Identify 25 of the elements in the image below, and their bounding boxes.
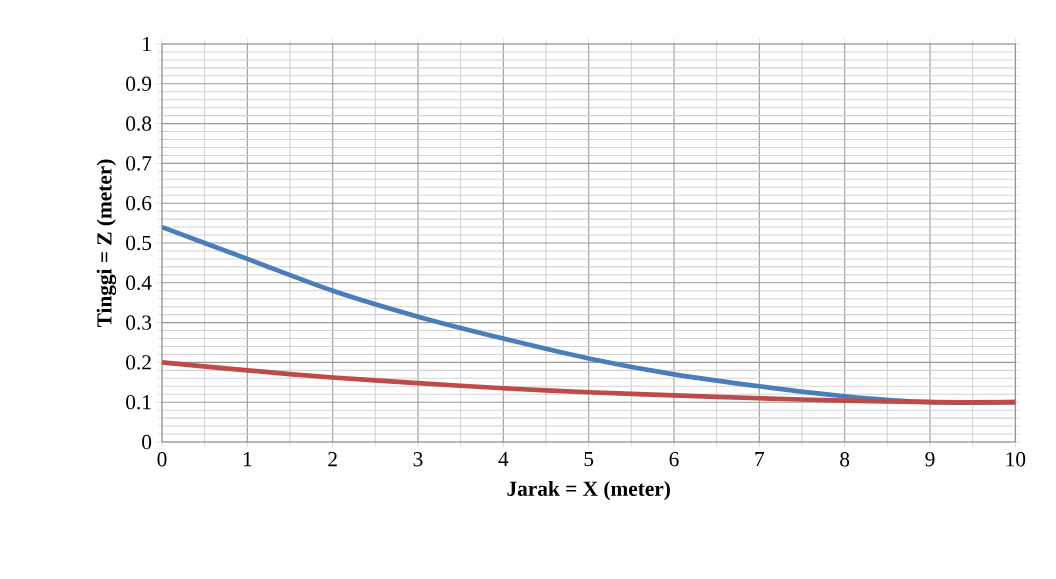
- line-series: [162, 360, 1016, 405]
- x-tick-label: 9: [925, 452, 935, 467]
- x-tick-label: 3: [413, 452, 423, 467]
- x-tick-label: 10: [1006, 452, 1026, 467]
- x-tick-label: 4: [498, 452, 509, 467]
- x-axis-title: Jarak = X (meter): [507, 480, 670, 501]
- x-tick-label: 1: [243, 452, 252, 467]
- x-tick-label: 6: [669, 452, 679, 467]
- y-tick-label: 0.8: [126, 116, 152, 131]
- x-tick-label: 0: [157, 452, 167, 467]
- y-tick-label: 0.7: [126, 156, 152, 171]
- y-tick-label: 0: [142, 434, 152, 450]
- x-tick-label: 2: [328, 452, 337, 467]
- y-tick-label: 0.5: [126, 235, 152, 251]
- y-tick-label: 1: [143, 36, 151, 52]
- x-tick-label: 8: [840, 452, 850, 467]
- y-tick-label: 0.1: [126, 394, 151, 410]
- y-axis-title: Tinggi = Z (meter): [96, 159, 117, 328]
- y-tick-label: 0.9: [126, 76, 152, 92]
- y-tick-label: 0.4: [126, 275, 152, 291]
- x-tick-label: 7: [755, 452, 765, 467]
- y-tick-label: 0.3: [126, 315, 152, 330]
- y-tick-label: 0.6: [126, 195, 152, 211]
- x-tick-label: 5: [584, 452, 594, 467]
- y-tick-label: 0.2: [126, 355, 151, 370]
